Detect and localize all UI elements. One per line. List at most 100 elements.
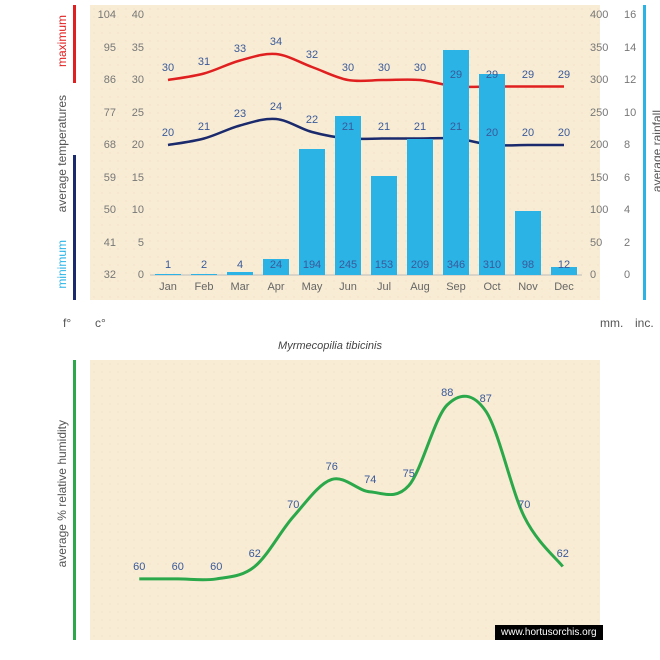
min-temp-value: 20 bbox=[558, 127, 570, 139]
f-tick: 68 bbox=[92, 139, 116, 151]
mm-tick: 250 bbox=[590, 107, 608, 119]
humidity-value: 60 bbox=[133, 561, 145, 573]
max-temp-value: 34 bbox=[270, 36, 282, 48]
min-temp-value: 21 bbox=[378, 121, 390, 133]
month-label: Apr bbox=[264, 281, 288, 293]
humidity-value: 88 bbox=[441, 387, 453, 399]
rain-value: 12 bbox=[558, 259, 570, 271]
c-tick: 15 bbox=[124, 172, 144, 184]
humidity-value: 60 bbox=[210, 561, 222, 573]
month-label: Dec bbox=[552, 281, 576, 293]
rain-bar bbox=[155, 274, 181, 275]
f-tick: 86 bbox=[92, 74, 116, 86]
rain-value: 2 bbox=[201, 259, 207, 271]
rain-value: 310 bbox=[483, 259, 501, 271]
min-temp-value: 24 bbox=[270, 101, 282, 113]
max-temp-value: 30 bbox=[342, 62, 354, 74]
mm-tick: 50 bbox=[590, 237, 602, 249]
max-temp-value: 30 bbox=[414, 62, 426, 74]
max-temp-value: 30 bbox=[162, 62, 174, 74]
max-temp-value: 29 bbox=[558, 69, 570, 81]
f-tick: 41 bbox=[92, 237, 116, 249]
inc-tick: 2 bbox=[624, 237, 630, 249]
mm-tick: 150 bbox=[590, 172, 608, 184]
max-temp-value: 29 bbox=[450, 69, 462, 81]
humidity-value: 62 bbox=[557, 548, 569, 560]
month-label: Aug bbox=[408, 281, 432, 293]
chart-title: Myrmecopilia tibicinis bbox=[0, 340, 660, 352]
rain-value: 194 bbox=[303, 259, 321, 271]
min-temp-value: 21 bbox=[198, 121, 210, 133]
c-tick: 30 bbox=[124, 74, 144, 86]
rain-value: 4 bbox=[237, 259, 243, 271]
rain-bar bbox=[443, 50, 469, 275]
c-tick: 10 bbox=[124, 204, 144, 216]
inc-tick: 0 bbox=[624, 269, 630, 281]
min-temp-value: 20 bbox=[486, 127, 498, 139]
rain-value: 153 bbox=[375, 259, 393, 271]
bottom-chart-svg bbox=[0, 360, 660, 660]
max-temp-value: 33 bbox=[234, 43, 246, 55]
f-tick: 77 bbox=[92, 107, 116, 119]
rain-bar bbox=[479, 74, 505, 276]
rain-value: 245 bbox=[339, 259, 357, 271]
humidity-value: 74 bbox=[364, 474, 376, 486]
mm-tick: 100 bbox=[590, 204, 608, 216]
inc-tick: 6 bbox=[624, 172, 630, 184]
inc-tick: 12 bbox=[624, 74, 636, 86]
humidity-value: 62 bbox=[249, 548, 261, 560]
inc-tick: 10 bbox=[624, 107, 636, 119]
rain-value: 98 bbox=[522, 259, 534, 271]
month-label: Sep bbox=[444, 281, 468, 293]
f-tick: 59 bbox=[92, 172, 116, 184]
humidity-value: 70 bbox=[287, 499, 299, 511]
f-tick: 95 bbox=[92, 42, 116, 54]
month-label: May bbox=[300, 281, 324, 293]
mm-tick: 400 bbox=[590, 9, 608, 21]
month-label: Mar bbox=[228, 281, 252, 293]
min-temp-value: 21 bbox=[450, 121, 462, 133]
rain-bar bbox=[335, 116, 361, 275]
mm-tick: 200 bbox=[590, 139, 608, 151]
c-tick: 0 bbox=[124, 269, 144, 281]
humidity-value: 60 bbox=[172, 561, 184, 573]
min-temp-value: 23 bbox=[234, 108, 246, 120]
max-temp-value: 32 bbox=[306, 49, 318, 61]
month-label: Feb bbox=[192, 281, 216, 293]
min-temp-value: 21 bbox=[414, 121, 426, 133]
rain-value: 346 bbox=[447, 259, 465, 271]
max-temp-value: 29 bbox=[522, 69, 534, 81]
rain-value: 209 bbox=[411, 259, 429, 271]
mm-tick: 0 bbox=[590, 269, 596, 281]
humidity-value: 76 bbox=[326, 461, 338, 473]
max-temp-value: 29 bbox=[486, 69, 498, 81]
humidity-line bbox=[139, 396, 563, 580]
month-label: Jan bbox=[156, 281, 180, 293]
f-tick: 104 bbox=[92, 9, 116, 21]
f-tick: 50 bbox=[92, 204, 116, 216]
max-temp-value: 30 bbox=[378, 62, 390, 74]
rain-value: 1 bbox=[165, 259, 171, 271]
inc-tick: 14 bbox=[624, 42, 636, 54]
rain-bar bbox=[407, 139, 433, 275]
month-label: Jul bbox=[372, 281, 396, 293]
rain-bar bbox=[227, 272, 253, 275]
c-tick: 20 bbox=[124, 139, 144, 151]
mm-tick: 350 bbox=[590, 42, 608, 54]
c-tick: 25 bbox=[124, 107, 144, 119]
month-label: Oct bbox=[480, 281, 504, 293]
c-tick: 40 bbox=[124, 9, 144, 21]
rain-bar bbox=[191, 274, 217, 275]
min-temp-value: 20 bbox=[162, 127, 174, 139]
humidity-value: 87 bbox=[480, 393, 492, 405]
inc-tick: 16 bbox=[624, 9, 636, 21]
month-label: Jun bbox=[336, 281, 360, 293]
c-tick: 35 bbox=[124, 42, 144, 54]
inc-tick: 4 bbox=[624, 204, 630, 216]
f-tick: 32 bbox=[92, 269, 116, 281]
humidity-value: 70 bbox=[518, 499, 530, 511]
rain-bar bbox=[299, 149, 325, 275]
inc-tick: 8 bbox=[624, 139, 630, 151]
min-temp-value: 21 bbox=[342, 121, 354, 133]
mm-tick: 300 bbox=[590, 74, 608, 86]
